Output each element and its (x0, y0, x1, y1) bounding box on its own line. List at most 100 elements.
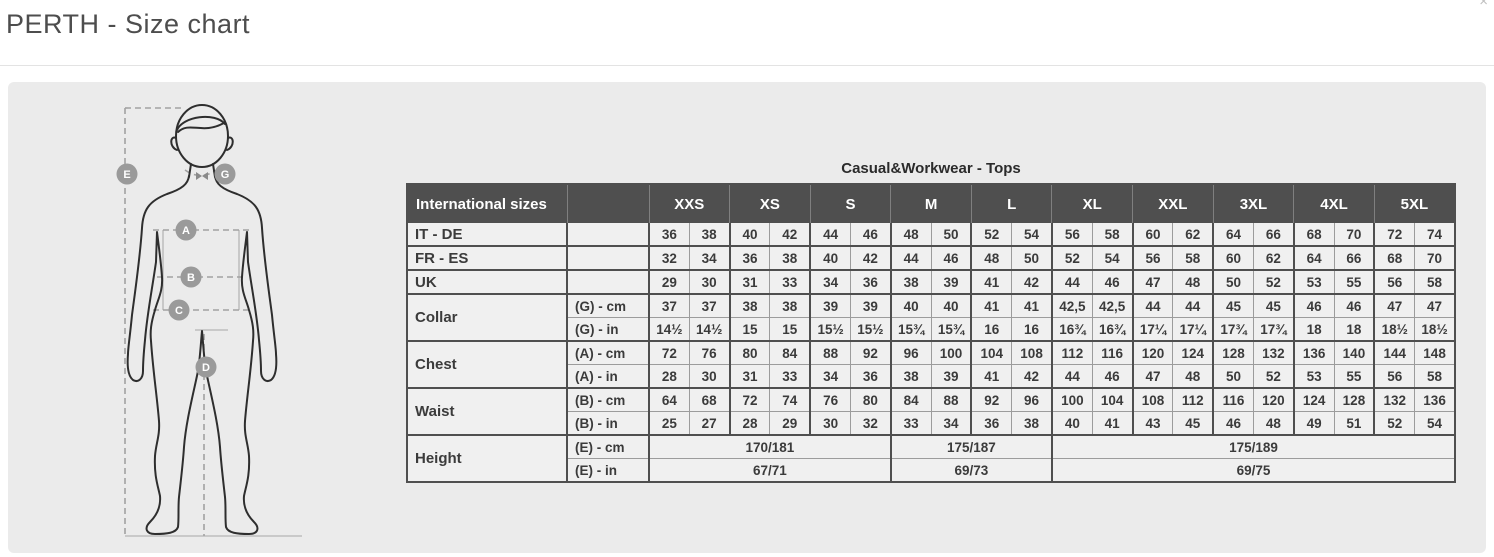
size-value-cell: 38 (688, 223, 730, 247)
size-value-cell: 41 (1091, 411, 1133, 436)
size-value-cell: 58 (1172, 246, 1214, 271)
svg-text:A: A (182, 225, 190, 237)
size-value-cell: 92 (970, 388, 1012, 412)
size-col-header: M (890, 184, 972, 223)
measure-key-cell (566, 246, 649, 271)
size-col-header: 4XL (1293, 184, 1375, 223)
size-value-cell: 46 (1212, 411, 1254, 436)
row-label: UK (407, 270, 567, 295)
measure-key-cell: (E) - cm (566, 435, 649, 459)
size-value-cell: 37 (688, 294, 730, 318)
table-title: Casual&Workwear - Tops (841, 160, 1021, 177)
size-value-cell: 92 (849, 341, 891, 365)
size-value-cell: 38 (889, 364, 932, 389)
size-value-cell: 14½ (647, 317, 690, 342)
size-value-cell: 56 (1373, 270, 1415, 295)
size-value-cell: 55 (1333, 364, 1375, 389)
size-value-cell: 84 (769, 341, 811, 365)
size-value-cell: 56 (1131, 246, 1173, 271)
size-value-cell: 17¼ (1172, 317, 1214, 342)
size-value-cell: 120 (1131, 341, 1173, 365)
row-label: Collar (407, 294, 567, 342)
size-value-cell: 80 (728, 341, 770, 365)
size-value-cell: 31 (728, 364, 770, 389)
size-value-cell: 15 (769, 317, 811, 342)
size-value-cell: 88 (809, 341, 851, 365)
svg-text:E: E (123, 169, 130, 181)
size-value-cell: 64 (647, 388, 690, 412)
size-value-cell: 43 (1131, 411, 1173, 436)
size-value-cell: 30 (688, 364, 730, 389)
svg-text:D: D (202, 362, 210, 374)
row-label: FR - ES (407, 246, 567, 271)
size-value-cell: 16 (1011, 317, 1052, 342)
size-value-cell: 50 (1212, 364, 1254, 389)
size-value-cell: 14½ (688, 317, 730, 342)
size-value-cell: 40 (889, 294, 932, 318)
size-value-cell: 36 (849, 364, 891, 389)
measure-key-cell: (G) - in (566, 317, 649, 342)
svg-text:B: B (187, 272, 195, 284)
size-value-cell: 56 (1050, 223, 1093, 247)
size-value-cell: 62 (1172, 223, 1214, 247)
measure-key-cell (566, 223, 649, 247)
size-value-cell: 40 (930, 294, 972, 318)
size-value-cell: 41 (970, 364, 1012, 389)
size-value-cell: 27 (688, 411, 730, 436)
size-value-cell: 69/75 (1050, 458, 1455, 483)
table-row: (A) - in 28 30 31 33 34 36 38 39 41 42 44 46 47 48 50 52… (407, 364, 1455, 389)
size-value-cell: 70 (1414, 246, 1455, 271)
size-value-cell: 28 (647, 364, 690, 389)
size-value-cell: 136 (1414, 388, 1455, 412)
size-value-cell: 48 (1172, 270, 1214, 295)
size-value-cell: 58 (1414, 270, 1455, 295)
size-value-cell: 72 (1373, 223, 1415, 247)
collar-bow-mark (196, 172, 208, 180)
size-value-cell: 52 (1050, 246, 1093, 271)
size-value-cell: 47 (1414, 294, 1455, 318)
size-value-cell: 49 (1292, 411, 1335, 436)
size-value-cell: 104 (970, 341, 1012, 365)
size-value-cell: 45 (1212, 294, 1254, 318)
size-value-cell: 15¾ (930, 317, 972, 342)
size-value-cell: 60 (1131, 223, 1173, 247)
page-title: PERTH - Size chart (6, 9, 251, 39)
size-value-cell: 74 (1414, 223, 1455, 247)
size-value-cell: 112 (1172, 388, 1214, 412)
size-value-cell: 80 (849, 388, 891, 412)
size-value-cell: 39 (849, 294, 891, 318)
size-value-cell: 44 (889, 246, 932, 271)
size-value-cell: 136 (1292, 341, 1335, 365)
size-chart-panel: E G A B C D Casual&Workwear - Tops Inter… (8, 82, 1486, 553)
size-col-header: S (809, 184, 891, 223)
measure-key-cell: (E) - in (566, 458, 649, 483)
size-value-cell: 15½ (849, 317, 891, 342)
size-value-cell: 45 (1252, 294, 1294, 318)
size-value-cell: 37 (647, 294, 690, 318)
table-row: IT - DE 36 38 40 42 44 46 48 50 52 54 56 58 60 62 64 66 6… (407, 223, 1455, 247)
measure-badge-G: G (214, 163, 236, 185)
size-value-cell: 16 (970, 317, 1012, 342)
size-value-cell: 48 (889, 223, 932, 247)
size-value-cell: 55 (1333, 270, 1375, 295)
size-col-header: L (970, 184, 1052, 223)
size-col-header: XS (729, 184, 811, 223)
size-value-cell: 34 (809, 364, 851, 389)
size-value-cell: 50 (1011, 246, 1052, 271)
size-value-cell: 52 (1252, 364, 1294, 389)
size-value-cell: 39 (930, 364, 972, 389)
size-value-cell: 46 (1292, 294, 1335, 318)
size-value-cell: 76 (809, 388, 851, 412)
size-value-cell: 15¾ (889, 317, 932, 342)
close-icon[interactable]: × (1479, 0, 1488, 10)
size-value-cell: 175/187 (889, 435, 1052, 459)
table-row: UK 29 30 31 33 34 36 38 39 41 42 44 46 47 48 50 52 53 55 56… (407, 270, 1455, 295)
size-value-cell: 52 (1252, 270, 1294, 295)
measure-key-header (566, 184, 649, 223)
size-value-cell: 70 (1333, 223, 1375, 247)
size-chart-table: International sizes XXS XS S M L XL XXL 3XL 4XL 5X… (406, 183, 1456, 483)
size-value-cell: 38 (769, 246, 811, 271)
size-value-cell: 48 (1172, 364, 1214, 389)
size-value-cell: 124 (1172, 341, 1214, 365)
size-value-cell: 28 (728, 411, 770, 436)
